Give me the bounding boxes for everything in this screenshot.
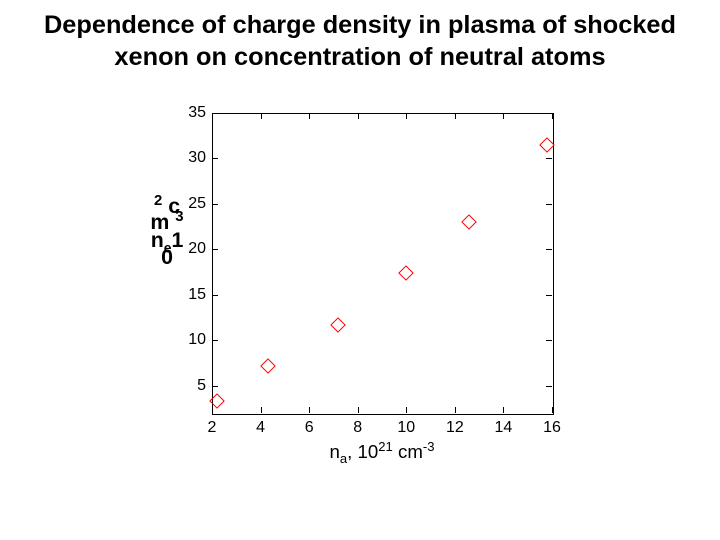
x-tick (309, 407, 310, 413)
x-tick (503, 407, 504, 413)
x-tick (358, 113, 359, 119)
x-tick (406, 113, 407, 119)
x-tick (503, 113, 504, 119)
x-tick (309, 113, 310, 119)
y-tick (546, 249, 552, 250)
y-tick (546, 340, 552, 341)
y-tick (212, 340, 218, 341)
x-tick (261, 113, 262, 119)
x-tick-label: 14 (495, 419, 513, 437)
x-tick-label: 16 (543, 419, 561, 437)
y-tick (212, 386, 218, 387)
scatter-chart: 2 cm 3ne10 na, 1021 cm-3 510152025303524… (140, 95, 580, 475)
x-tick (358, 407, 359, 413)
y-tick-label: 30 (178, 149, 206, 167)
x-tick (455, 407, 456, 413)
x-tick (552, 407, 553, 413)
x-tick-label: 4 (256, 419, 265, 437)
y-tick-label: 25 (178, 195, 206, 213)
x-tick (212, 407, 213, 413)
y-tick (212, 249, 218, 250)
y-tick (546, 295, 552, 296)
x-tick-label: 6 (305, 419, 314, 437)
slide-title: Dependence of charge density in plasma o… (0, 10, 720, 73)
y-tick (546, 204, 552, 205)
y-tick (212, 204, 218, 205)
x-tick-label: 12 (446, 419, 464, 437)
x-tick-label: 8 (353, 419, 362, 437)
y-tick (546, 158, 552, 159)
x-tick (261, 407, 262, 413)
y-tick (212, 295, 218, 296)
x-tick (212, 113, 213, 119)
y-tick-label: 20 (178, 240, 206, 258)
y-tick-label: 15 (178, 286, 206, 304)
y-tick (212, 158, 218, 159)
x-axis-label: na, 1021 cm-3 (212, 439, 552, 466)
x-tick (552, 113, 553, 119)
y-tick-label: 10 (178, 331, 206, 349)
y-tick-label: 35 (178, 104, 206, 122)
x-tick-label: 2 (208, 419, 217, 437)
x-tick-label: 10 (397, 419, 415, 437)
y-tick (546, 386, 552, 387)
y-tick-label: 5 (178, 377, 206, 395)
x-tick (455, 113, 456, 119)
x-tick (406, 407, 407, 413)
